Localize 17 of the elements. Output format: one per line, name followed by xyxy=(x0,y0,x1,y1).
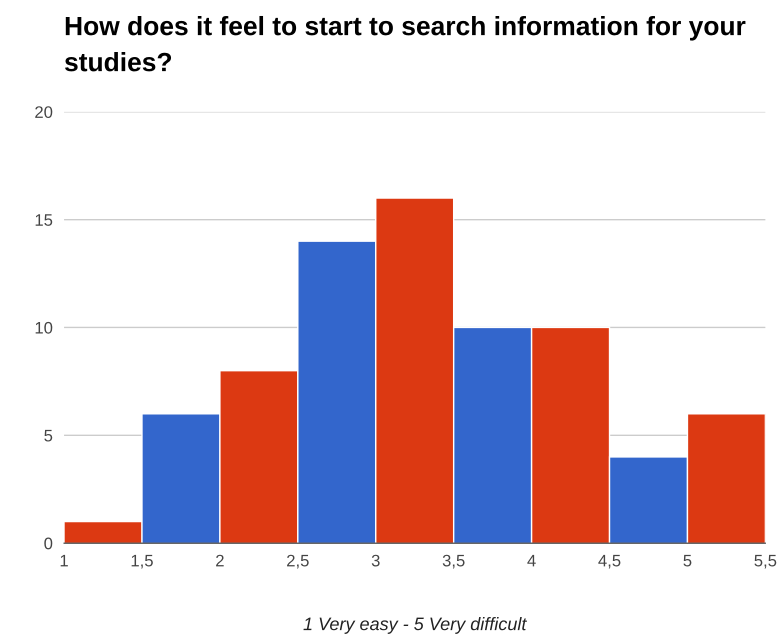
x-tick-label: 3,5 xyxy=(442,554,465,568)
chart-title: How does it feel to start to search information for your studies? xyxy=(64,16,746,72)
x-tick-label: 2 xyxy=(216,554,224,566)
x-axis-title: 1 Very easy - 5 Very difficult xyxy=(303,617,528,634)
x-tick-label: 1 xyxy=(60,554,68,566)
y-tick-label: 20 xyxy=(35,106,52,118)
y-tick-label: 5 xyxy=(44,430,52,442)
x-tick-label: 1,5 xyxy=(132,554,153,568)
y-tick-label: 15 xyxy=(36,214,52,226)
x-tick-label: 2,5 xyxy=(287,554,309,568)
x-tick-label: 4,5 xyxy=(598,554,620,568)
x-tick-label: 5 xyxy=(683,554,692,567)
y-tick-label: 0 xyxy=(44,538,52,550)
x-tick-label: 4 xyxy=(527,554,536,566)
y-tick-label: 10 xyxy=(36,322,52,334)
x-tick-label: 3 xyxy=(372,554,380,567)
x-tick-label: 5,5 xyxy=(754,554,776,568)
